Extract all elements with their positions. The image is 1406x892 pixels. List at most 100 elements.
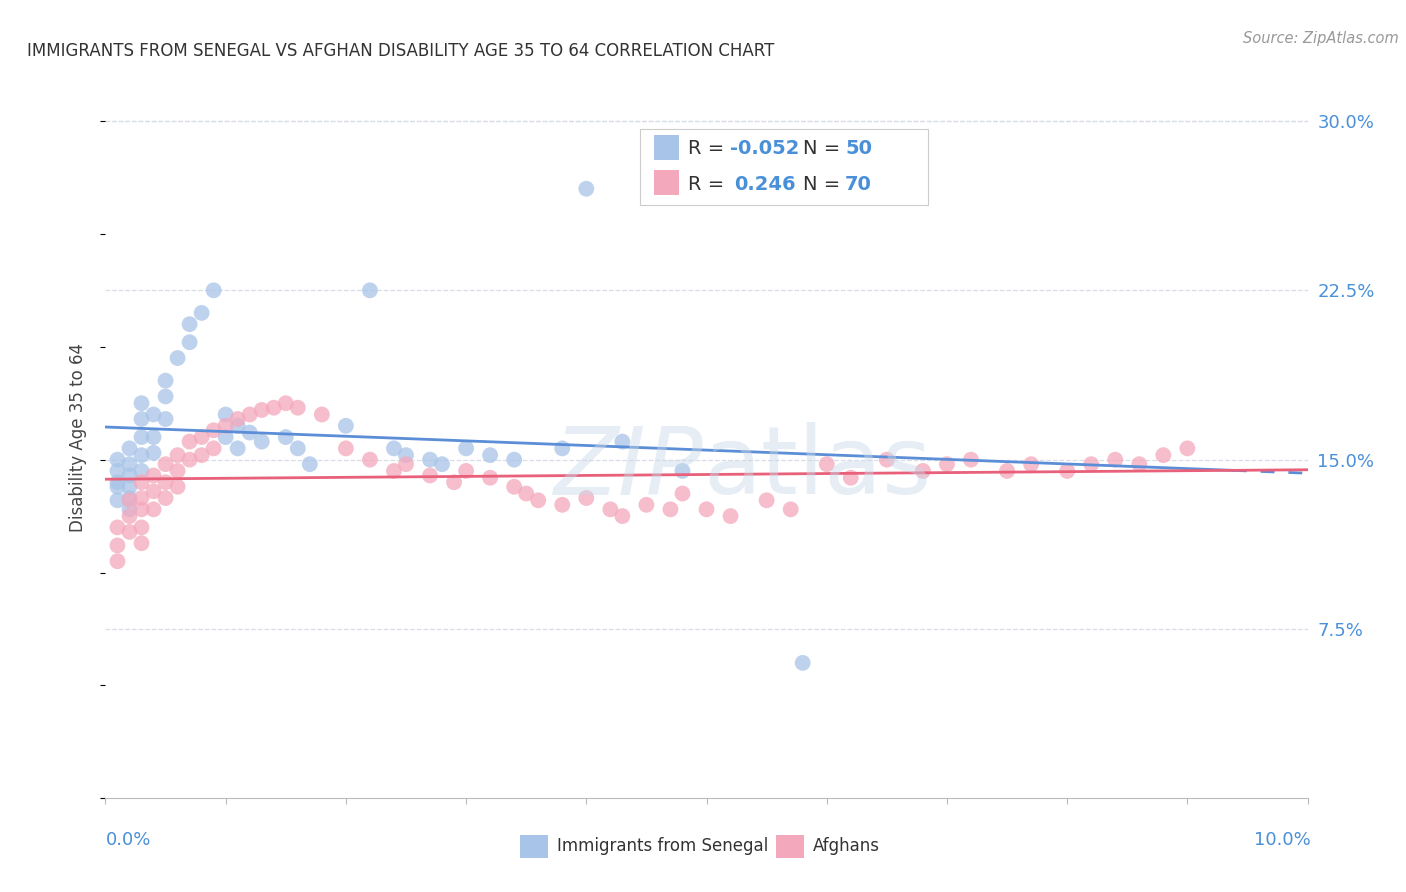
Point xyxy=(107,452,129,467)
Point xyxy=(263,401,285,415)
Point xyxy=(131,430,153,444)
Point xyxy=(142,446,165,460)
Point xyxy=(214,418,236,433)
Point xyxy=(239,425,262,440)
Point xyxy=(131,475,153,490)
Point xyxy=(250,434,273,449)
Point xyxy=(359,452,381,467)
Point xyxy=(155,491,177,505)
Point xyxy=(155,389,177,403)
Text: 50: 50 xyxy=(845,139,872,159)
Text: -0.052: -0.052 xyxy=(730,139,799,159)
Point xyxy=(118,480,141,494)
Text: Afghans: Afghans xyxy=(813,837,880,855)
Point xyxy=(960,452,983,467)
Point xyxy=(166,351,188,365)
Point xyxy=(335,418,357,433)
Point xyxy=(1056,464,1078,478)
Point xyxy=(131,396,153,410)
Point xyxy=(1128,457,1150,471)
Point xyxy=(287,401,309,415)
Point xyxy=(214,408,236,422)
Point xyxy=(1019,457,1042,471)
Point xyxy=(419,468,441,483)
Point xyxy=(202,423,225,437)
Point xyxy=(179,317,201,331)
Point xyxy=(636,498,658,512)
Point xyxy=(118,442,141,456)
Point xyxy=(430,457,453,471)
Point xyxy=(335,442,357,456)
Point xyxy=(443,475,465,490)
Point xyxy=(118,493,141,508)
Point xyxy=(131,448,153,462)
Point xyxy=(131,536,153,550)
Text: 0.246: 0.246 xyxy=(734,175,796,194)
Point xyxy=(118,502,141,516)
Point xyxy=(287,442,309,456)
Point xyxy=(936,457,959,471)
Text: N =: N = xyxy=(803,139,846,159)
Point xyxy=(142,430,165,444)
Point xyxy=(382,464,405,478)
Point xyxy=(142,468,165,483)
Point xyxy=(527,493,550,508)
Point xyxy=(419,452,441,467)
Point xyxy=(131,502,153,516)
Point xyxy=(503,480,526,494)
Point xyxy=(311,408,333,422)
Point xyxy=(515,486,537,500)
Point xyxy=(382,442,405,456)
Point xyxy=(107,464,129,478)
Point xyxy=(612,509,634,524)
Point xyxy=(395,448,418,462)
Point xyxy=(479,471,502,485)
Point xyxy=(107,475,129,490)
Point xyxy=(190,306,212,320)
Point xyxy=(720,509,742,524)
Point xyxy=(454,442,477,456)
Point xyxy=(839,471,862,485)
Point xyxy=(479,448,502,462)
Point xyxy=(142,484,165,499)
Point xyxy=(179,434,201,449)
Point xyxy=(792,656,814,670)
Point xyxy=(659,502,682,516)
Point xyxy=(107,538,129,552)
Point xyxy=(239,408,262,422)
Point xyxy=(995,464,1018,478)
Point xyxy=(118,457,141,471)
Point xyxy=(190,430,212,444)
Point xyxy=(612,434,634,449)
Point xyxy=(395,457,418,471)
Text: Source: ZipAtlas.com: Source: ZipAtlas.com xyxy=(1243,31,1399,46)
Point xyxy=(202,283,225,297)
Point xyxy=(298,457,321,471)
Point xyxy=(131,520,153,534)
Text: atlas: atlas xyxy=(703,422,931,515)
Point xyxy=(274,430,297,444)
Point xyxy=(166,480,188,494)
Point xyxy=(1080,457,1102,471)
Text: 10.0%: 10.0% xyxy=(1254,831,1310,849)
Text: IMMIGRANTS FROM SENEGAL VS AFGHAN DISABILITY AGE 35 TO 64 CORRELATION CHART: IMMIGRANTS FROM SENEGAL VS AFGHAN DISABI… xyxy=(27,43,775,61)
Point xyxy=(166,448,188,462)
Point xyxy=(671,486,693,500)
Point xyxy=(755,493,778,508)
Point xyxy=(107,480,129,494)
Point xyxy=(226,442,249,456)
Point xyxy=(575,182,598,196)
Y-axis label: Disability Age 35 to 64: Disability Age 35 to 64 xyxy=(69,343,87,532)
Point xyxy=(274,396,297,410)
Point xyxy=(503,452,526,467)
Point xyxy=(107,520,129,534)
Point xyxy=(359,283,381,297)
Point xyxy=(1152,448,1174,462)
Point xyxy=(551,442,574,456)
Point xyxy=(696,502,718,516)
Point xyxy=(250,403,273,417)
Point xyxy=(142,502,165,516)
Point xyxy=(131,464,153,478)
Text: 70: 70 xyxy=(845,175,872,194)
Point xyxy=(671,464,693,478)
